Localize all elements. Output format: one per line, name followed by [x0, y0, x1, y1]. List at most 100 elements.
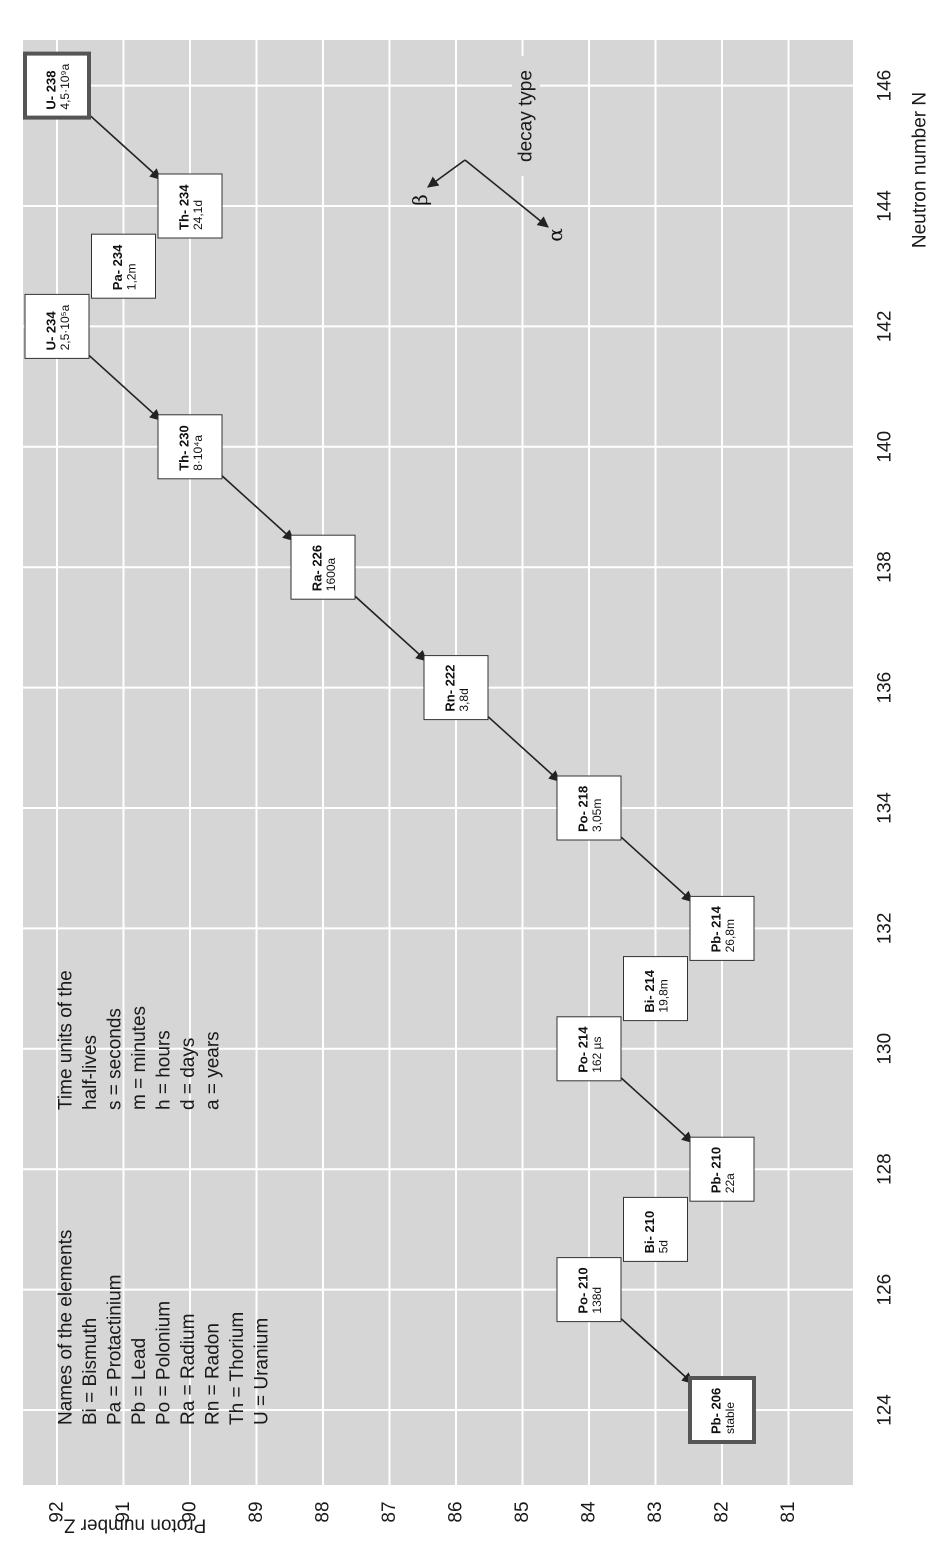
alpha-decay-arrow — [486, 715, 561, 782]
decay-key-label-bg — [512, 56, 540, 176]
nuclide-halflife: 3,8d — [457, 688, 471, 711]
nuclide-halflife: 138d — [590, 1287, 604, 1314]
nuclide-box: U- 238 4,5·10⁹a — [23, 51, 91, 120]
nuclide-symbol: Pb- 206 — [709, 1388, 724, 1434]
nuclide-symbol: Th- 234 — [177, 184, 192, 230]
nuclide-halflife: 22a — [723, 1173, 737, 1193]
nuclide-box-frame — [24, 293, 90, 359]
nuclide-symbol: U- 238 — [44, 71, 59, 110]
y-axis-title: Proton number Z — [63, 1515, 206, 1536]
y-tick-label: 84 — [579, 1501, 600, 1523]
legend-elements-line: Pa = Protactinium — [105, 1275, 126, 1426]
legend-time-line: a = years — [203, 1031, 224, 1110]
alpha-decay-arrow — [87, 113, 162, 180]
alpha-decay-arrow — [353, 594, 428, 662]
nuclide-box-frame — [689, 895, 755, 961]
nuclide-halflife: 8·10⁴a — [191, 435, 205, 471]
beta-label: β — [408, 194, 432, 206]
y-tick-label: 87 — [379, 1501, 400, 1522]
legend-time-line: half-lives — [80, 1035, 101, 1110]
nuclide-symbol: Ra- 226 — [310, 545, 325, 591]
legend-elements-line: Ra = Radium — [178, 1314, 199, 1425]
legend-elements-line: U = Uranium — [252, 1318, 273, 1425]
alpha-decay-arrow — [619, 1317, 694, 1384]
alpha-arrows — [87, 113, 694, 1384]
nuclide-box: Pb- 214 26,8m — [689, 895, 755, 961]
x-tick-label: 144 — [875, 190, 896, 222]
y-tick-label: 91 — [113, 1501, 134, 1522]
y-tick-label: 83 — [645, 1501, 666, 1522]
nuclide-box-frame — [556, 1257, 622, 1323]
nuclide-box-frame — [623, 956, 688, 1022]
axis-labels: Neutron number N Proton number Z — [63, 92, 930, 1536]
plot-background — [23, 40, 853, 1485]
x-tick-label: 142 — [875, 311, 896, 343]
nuclide-halflife: 2,5·10⁵a — [58, 304, 72, 350]
nuclide-box-frame — [623, 1196, 688, 1262]
nuclide-halflife: 26,8m — [723, 919, 737, 952]
legend-elements-line: Bi = Bismuth — [80, 1318, 101, 1425]
nuclide-halflife: 24,1d — [191, 200, 205, 230]
nuclide-box: Bi- 210 5d — [623, 1196, 688, 1262]
legend-elements-line: Names of the elements — [56, 1230, 77, 1425]
nuclide-box: Th- 230 8·10⁴a — [157, 414, 223, 480]
nuclide-symbol: Bi- 210 — [642, 1211, 657, 1254]
y-tick-label: 88 — [313, 1501, 334, 1522]
legend-elements-line: Rn = Radon — [203, 1323, 224, 1425]
nuclide-box-frame — [157, 414, 223, 480]
nuclide-box-frame — [689, 1136, 755, 1202]
nuclide-symbol: Bi- 214 — [642, 969, 657, 1012]
nuclide-box: Bi- 214 19,8m — [623, 956, 688, 1022]
alpha-arrow — [464, 159, 549, 228]
nuclide-symbol: Po- 214 — [576, 1026, 591, 1073]
y-tick-label: 85 — [512, 1501, 533, 1522]
nuclide-symbol: Po- 210 — [576, 1267, 591, 1313]
y-tick-label: 89 — [246, 1501, 267, 1522]
nuclide-box: Pb- 206 stable — [688, 1376, 756, 1444]
x-tick-label: 134 — [875, 792, 896, 824]
axis-ticks: 124 126 128 130 132 134 136 138 140 142 144 146 81 82… — [47, 70, 896, 1523]
alpha-decay-arrow — [619, 835, 694, 903]
x-tick-label: 124 — [875, 1394, 896, 1426]
decay-key-title: decay type — [516, 70, 537, 162]
legend-time-line: d = days — [178, 1038, 199, 1110]
y-tick-label: 82 — [712, 1501, 733, 1522]
beta-arrow — [427, 159, 466, 188]
nuclide-halflife: 3,05m — [590, 799, 604, 832]
y-tick-label: 90 — [180, 1501, 201, 1522]
nuclide-box-frame — [688, 1376, 756, 1444]
nuclide-box-frame — [423, 655, 489, 721]
nuclide-box: Pb- 210 22a — [689, 1136, 755, 1202]
legend-time-line: s = seconds — [105, 1008, 126, 1110]
nuclide-box: Ra- 226 1600a — [290, 534, 356, 600]
alpha-decay-arrow — [220, 474, 295, 542]
x-tick-label: 136 — [875, 672, 896, 704]
nuclide-box-frame — [91, 233, 156, 299]
legend-elements-line: Po = Polonium — [154, 1301, 175, 1425]
nuclide-symbol: U- 234 — [44, 311, 59, 351]
x-tick-label: 138 — [875, 551, 896, 583]
x-tick-label: 132 — [875, 913, 896, 945]
legend-time-line: Time units of the — [56, 970, 77, 1110]
y-tick-label: 86 — [446, 1501, 467, 1522]
nuclide-halflife: 162 µs — [590, 1037, 604, 1073]
nuclide-halflife: 4,5·10⁹a — [58, 63, 72, 109]
legend-elements-line: Pb = Lead — [129, 1338, 150, 1425]
nuclide-box: U- 234 2,5·10⁵a — [24, 293, 90, 359]
alpha-decay-arrow — [619, 1076, 694, 1144]
y-tick-label: 92 — [47, 1501, 68, 1522]
nuclide-halflife: 1600a — [324, 558, 338, 592]
nuclide-symbol: Pa- 234 — [110, 244, 125, 290]
nuclide-box-frame — [556, 1016, 622, 1082]
alpha-label: α — [543, 228, 567, 242]
nuclide-box: Pa- 234 1,2m — [91, 233, 156, 299]
legends: Names of the elements Bi = Bismuth Pa = Pr… — [56, 970, 273, 1425]
nuclide-box: Th- 234 24,1d — [157, 173, 223, 239]
y-tick-label: 81 — [778, 1501, 799, 1522]
legend-time-line: h = hours — [154, 1030, 175, 1110]
nuclide-box: Po- 218 3,05m — [556, 775, 622, 841]
x-tick-label: 140 — [875, 431, 896, 463]
x-tick-label: 128 — [875, 1153, 896, 1185]
